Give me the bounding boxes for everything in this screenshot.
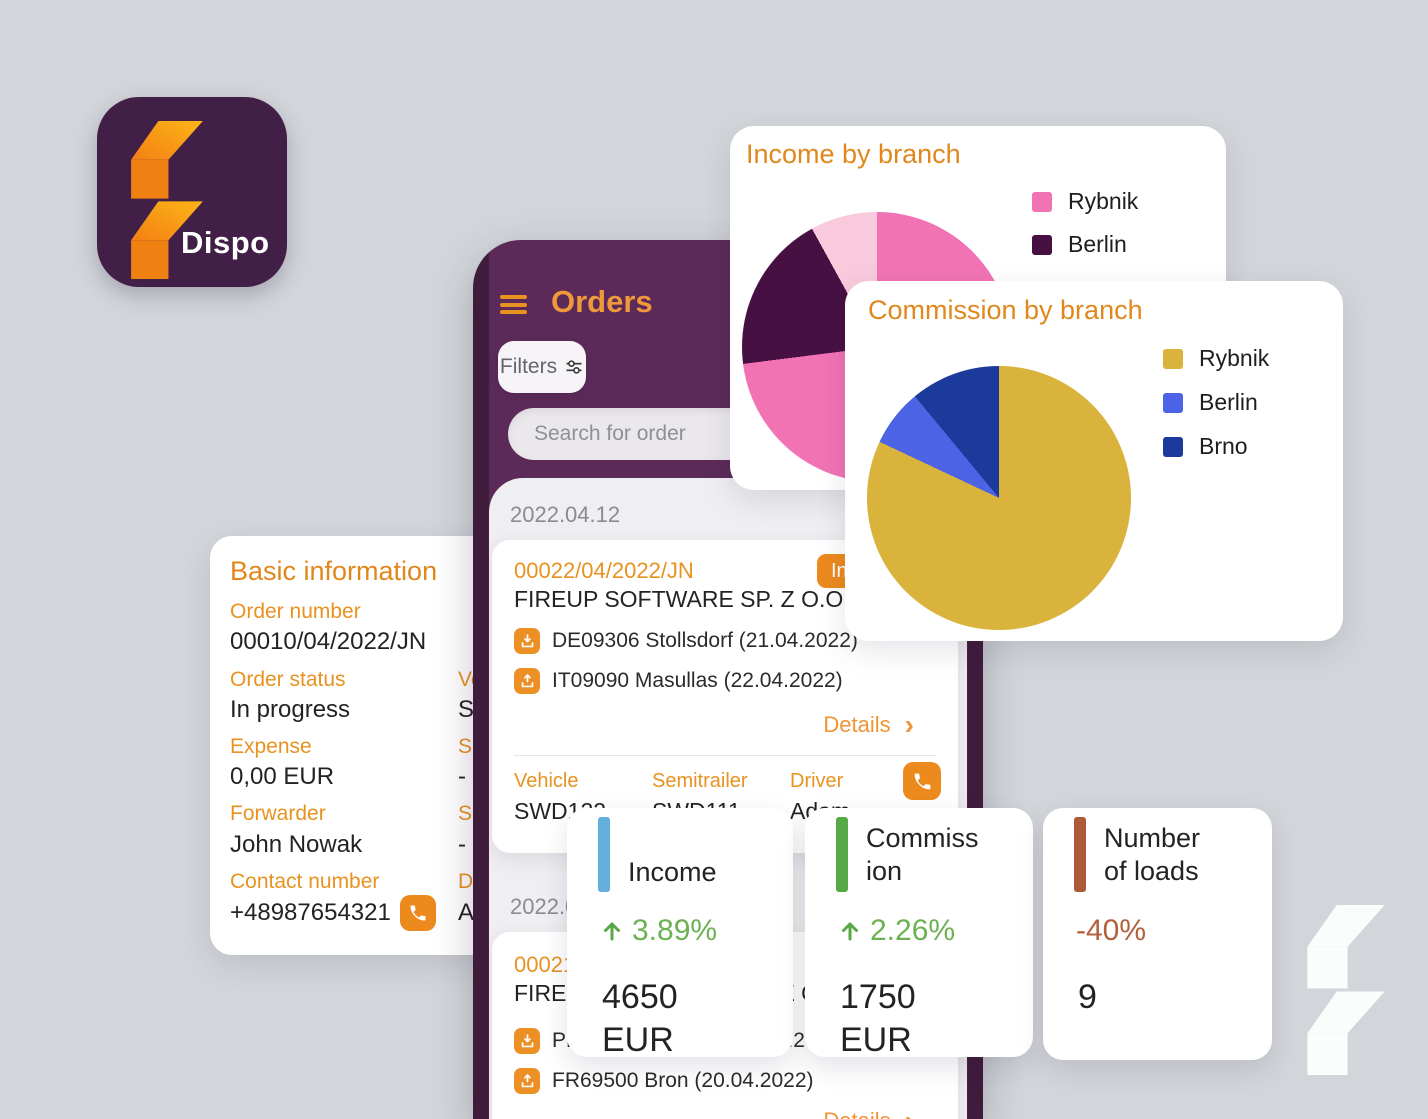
field-value: +48987654321: [230, 899, 391, 926]
legend-swatch: [1163, 348, 1183, 369]
chart-title: Income by branch: [746, 139, 961, 169]
commission-by-branch-card: Commission by branch Rybnik Berlin Brno: [845, 281, 1343, 641]
phone-icon: [410, 905, 426, 921]
stat-change-value: 3.89%: [632, 914, 718, 947]
filters-button[interactable]: Filters: [498, 341, 586, 393]
stat-value-unit: EUR: [602, 1021, 674, 1059]
company-name: FIREUP SOFTWARE SP. Z O.O.: [514, 586, 850, 612]
legend-swatch: [1163, 436, 1183, 457]
commission-pie-chart: [867, 366, 1131, 630]
legend-label: Rybnik: [1199, 345, 1270, 371]
legend-item: Rybnik: [1032, 188, 1138, 215]
loading-box-icon: [514, 1028, 540, 1054]
income-accent-bar: [598, 817, 610, 892]
unloading-stop-text: IT09090 Masullas (22.04.2022): [552, 669, 843, 692]
dispo-app-icon[interactable]: Dispo: [97, 97, 287, 287]
field-value: John Nowak: [230, 831, 363, 858]
basic-info-title: Basic information: [230, 556, 438, 586]
stat-title: Income: [628, 857, 717, 887]
stat-value: 4650: [602, 978, 678, 1016]
loading-stop-text: DE09306 Stollsdorf (21.04.2022): [552, 629, 858, 652]
field-label: Forwarder: [230, 802, 326, 825]
field-value: -: [458, 763, 466, 790]
chart-title: Commission by branch: [868, 295, 1143, 325]
field-label: Order status: [230, 668, 346, 691]
arrow-up-icon: [604, 922, 620, 941]
section-date: 2022.04.12: [510, 502, 621, 527]
legend-item: Berlin: [1163, 389, 1258, 416]
loading-box-icon: [514, 628, 540, 654]
legend-item: Brno: [1163, 433, 1248, 460]
income-stat-card: Income 3.89% 4650 EUR: [567, 808, 793, 1059]
vehicle-label: Vehicle: [514, 770, 579, 792]
legend-swatch: [1032, 234, 1052, 255]
legend-swatch: [1163, 392, 1183, 413]
call-contact-button[interactable]: [400, 895, 436, 931]
unloading-stop-row: IT09090 Masullas (22.04.2022): [514, 668, 843, 694]
field-value: In progress: [230, 696, 351, 723]
details-label: Details: [823, 712, 891, 737]
call-driver-button[interactable]: [903, 762, 941, 800]
legend-label: Berlin: [1068, 231, 1127, 257]
commission-accent-bar: [836, 817, 848, 892]
commission-stat-card: Commiss ion 2.26% 1750 EUR: [805, 808, 1033, 1059]
loads-accent-bar: [1074, 817, 1086, 892]
stat-value-unit: EUR: [840, 1021, 912, 1059]
field-value: -: [458, 831, 466, 858]
unloading-stop-row: FR69500 Bron (20.04.2022): [514, 1068, 814, 1094]
stat-change-value: 2.26%: [870, 914, 956, 947]
stat-value: 9: [1078, 978, 1097, 1016]
stat-change-value: -40%: [1076, 914, 1147, 947]
chevron-right-icon: ›: [905, 1107, 914, 1119]
details-link[interactable]: Details ›: [823, 1107, 914, 1119]
loading-stop-row: DE09306 Stollsdorf (21.04.2022): [514, 628, 858, 654]
stat-change: 3.89%: [600, 914, 717, 948]
order-number-link[interactable]: 00022/04/2022/JN: [514, 558, 694, 583]
fireup-logo-watermark: [1307, 905, 1385, 1075]
divider: [514, 755, 936, 756]
field-label: Order number: [230, 600, 361, 623]
stat-change: 2.26%: [838, 914, 955, 948]
phone-icon: [914, 773, 930, 789]
app-icon-label: Dispo: [181, 225, 270, 260]
sliders-icon: [566, 360, 582, 374]
field-value: 00010/04/2022/JN: [230, 628, 427, 655]
legend-label: Rybnik: [1068, 188, 1139, 214]
stat-value: 1750: [840, 978, 916, 1016]
page-title: Orders: [551, 284, 653, 319]
legend-item: Rybnik: [1163, 345, 1269, 372]
unloading-box-icon: [514, 668, 540, 694]
unloading-box-icon: [514, 1068, 540, 1094]
details-label: Details: [823, 1108, 890, 1119]
field-label: Contact number: [230, 870, 380, 893]
legend-label: Berlin: [1199, 389, 1258, 415]
filters-label: Filters: [499, 355, 558, 378]
stat-change: -40%: [1076, 914, 1146, 948]
number-of-loads-stat-card: Number of loads -40% 9: [1043, 808, 1272, 1060]
field-label: Expense: [230, 735, 312, 758]
menu-icon[interactable]: [500, 295, 527, 314]
legend-item: Berlin: [1032, 231, 1127, 258]
legend-swatch: [1032, 191, 1052, 212]
unloading-stop-text: FR69500 Bron (20.04.2022): [552, 1069, 814, 1092]
driver-label: Driver: [790, 770, 844, 792]
stat-title: Commiss ion: [866, 823, 979, 886]
semitrailer-label: Semitrailer: [652, 770, 748, 792]
fireup-logo-icon: [131, 121, 203, 279]
arrow-up-icon: [842, 922, 858, 941]
chevron-right-icon: ›: [904, 709, 914, 740]
legend-label: Brno: [1199, 433, 1248, 459]
field-value: 0,00 EUR: [230, 763, 335, 790]
details-link[interactable]: Details ›: [823, 709, 914, 740]
stat-title: Number of loads: [1104, 823, 1201, 886]
